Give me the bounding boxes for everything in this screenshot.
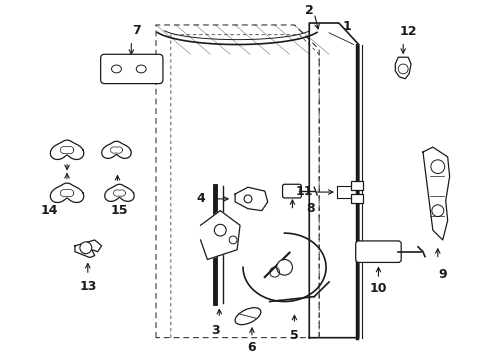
- Ellipse shape: [235, 308, 261, 325]
- Text: 1: 1: [343, 21, 351, 33]
- Circle shape: [214, 224, 226, 236]
- Polygon shape: [50, 183, 84, 203]
- FancyBboxPatch shape: [283, 184, 301, 198]
- Text: 10: 10: [370, 282, 387, 295]
- Polygon shape: [395, 57, 411, 79]
- Text: 5: 5: [290, 329, 299, 342]
- Text: 4: 4: [196, 192, 205, 206]
- Text: 2: 2: [305, 4, 314, 17]
- Polygon shape: [75, 240, 101, 257]
- Text: 13: 13: [79, 280, 97, 293]
- Text: 15: 15: [111, 204, 128, 217]
- Circle shape: [229, 236, 237, 244]
- Text: 14: 14: [41, 204, 58, 217]
- Polygon shape: [105, 184, 134, 201]
- Polygon shape: [102, 141, 131, 158]
- Circle shape: [80, 242, 92, 254]
- Circle shape: [277, 260, 293, 275]
- Circle shape: [244, 195, 252, 203]
- Text: 6: 6: [247, 341, 256, 354]
- Text: 12: 12: [399, 25, 417, 38]
- Text: 11: 11: [295, 185, 313, 198]
- Polygon shape: [50, 140, 84, 159]
- Bar: [351, 194, 363, 203]
- Polygon shape: [235, 187, 268, 211]
- FancyBboxPatch shape: [100, 54, 163, 84]
- Polygon shape: [423, 147, 450, 240]
- Text: 8: 8: [306, 202, 315, 215]
- Text: 9: 9: [439, 267, 447, 281]
- FancyBboxPatch shape: [356, 241, 401, 262]
- Polygon shape: [200, 211, 240, 260]
- Text: 3: 3: [211, 324, 220, 337]
- Bar: [351, 181, 363, 190]
- Text: 7: 7: [132, 24, 141, 37]
